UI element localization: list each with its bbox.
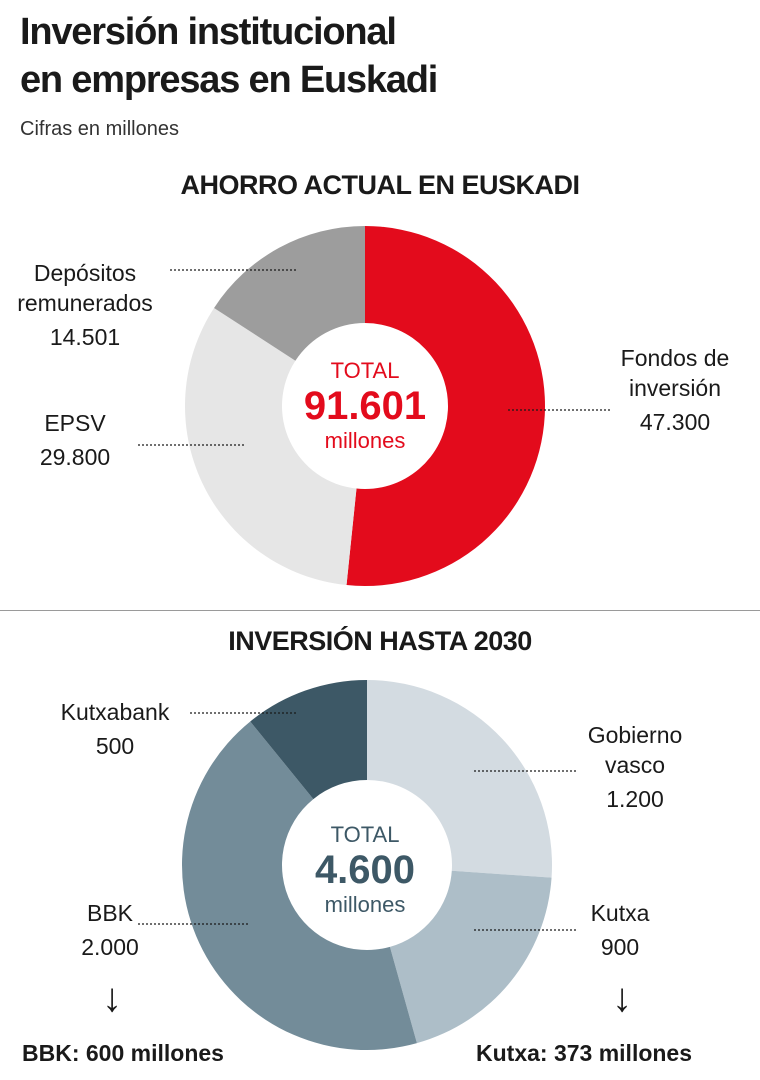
chart-1-total-value: 91.601 [303, 384, 427, 428]
chart-1-total-label: TOTAL [330, 358, 400, 383]
donut-slice [185, 307, 357, 586]
down-arrow-icon: ↓ [612, 976, 632, 1020]
page-title: Inversión institucional en empresas en E… [20, 8, 740, 104]
section-divider [0, 610, 760, 611]
footnote-kutxa: Kutxa: 373 millones [476, 1040, 693, 1066]
label-depositos-remunerados: Depósitos remunerados 14.501 [10, 258, 160, 352]
chart-1-total-unit: millones [324, 428, 406, 453]
chart-2-center-total: TOTAL 4.600 millones [265, 822, 465, 918]
label-epsv: EPSV 29.800 [20, 408, 130, 472]
title-line-1: Inversión institucional [20, 11, 397, 53]
footnote-bbk: BBK: 600 millones [22, 1040, 224, 1066]
chart-2-total-label: TOTAL [330, 822, 400, 847]
donut-slice [367, 680, 552, 878]
chart-2-total-value: 4.600 [314, 848, 416, 892]
slice-value: 900 [600, 934, 640, 960]
donut-slice [214, 226, 365, 361]
chart-2-donut [138, 680, 578, 1050]
slice-name-line: Gobierno [587, 722, 683, 748]
label-gobierno-vasco: Gobierno vasco 1.200 [570, 720, 700, 814]
chart-2-total-unit: millones [324, 892, 406, 917]
slice-value: 14.501 [49, 324, 121, 350]
donut-slice [346, 226, 545, 586]
slice-name-line: Fondos de [620, 345, 730, 371]
chart-2-title: INVERSIÓN HASTA 2030 [228, 626, 532, 656]
chart-1-donut [138, 226, 612, 586]
slice-name-line: Depósitos [33, 260, 137, 286]
label-fondos-inversion: Fondos de inversión 47.300 [610, 343, 740, 437]
label-kutxabank: Kutxabank 500 [45, 697, 185, 761]
slice-value: 2.000 [81, 934, 139, 960]
slice-name-line: EPSV [44, 410, 106, 436]
chart-1-title: AHORRO ACTUAL EN EUSKADI [180, 170, 580, 200]
slice-name-line: BBK [86, 900, 134, 926]
slice-value: 500 [95, 733, 135, 759]
slice-name-line: remunerados [17, 290, 153, 316]
slice-name-line: vasco [604, 752, 666, 778]
chart-1-center-total: TOTAL 91.601 millones [265, 358, 465, 454]
down-arrow-icon: ↓ [102, 976, 122, 1020]
donut-slice [389, 870, 552, 1044]
donut-slice [250, 680, 367, 800]
slice-name-line: Kutxa [590, 900, 650, 926]
slice-value: 29.800 [39, 444, 111, 470]
slice-name-line: inversión [628, 375, 722, 401]
slice-value: 1.200 [606, 786, 664, 812]
slice-value: 47.300 [639, 409, 711, 435]
label-bbk: BBK 2.000 [55, 898, 165, 962]
label-kutxa: Kutxa 900 [570, 898, 670, 962]
subtitle: Cifras en millones [20, 118, 179, 140]
title-line-2: en empresas en Euskadi [20, 59, 438, 101]
donut-slice [182, 721, 417, 1050]
slice-name-line: Kutxabank [60, 699, 170, 725]
